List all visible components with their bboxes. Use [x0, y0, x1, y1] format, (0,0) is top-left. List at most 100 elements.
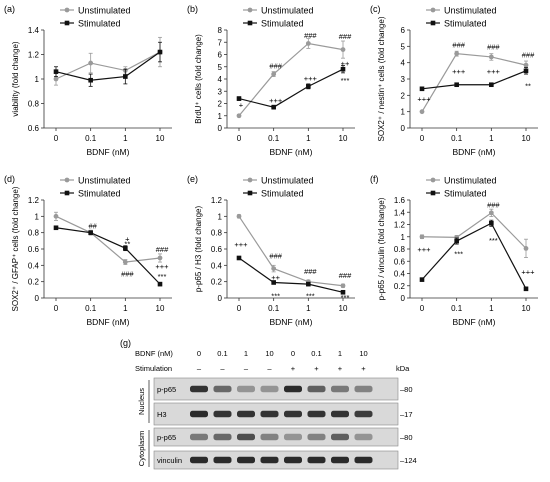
significance-mark: ###	[522, 51, 535, 60]
x-tick-label: 0	[54, 134, 59, 143]
data-point	[53, 225, 59, 231]
y-tick-label: 0	[218, 294, 223, 303]
blot-band	[354, 385, 373, 393]
x-tick-label: 10	[339, 304, 348, 313]
fraction-label: Cytoplasm	[137, 431, 146, 466]
y-axis-label: p-p65 / vinculin (fold change)	[377, 197, 386, 300]
data-point	[53, 76, 59, 82]
y-tick-label: 1.2	[394, 221, 406, 230]
series-stimulated	[53, 41, 163, 87]
significance-mark: ##	[88, 221, 97, 230]
chart-panel-f: (f) 0 0.2 0.4 0.6 0.8 1 1.2 1.4 1.6 0 0.1 1 10 BDNF (n…	[370, 174, 538, 327]
legend-swatch-marker	[430, 177, 436, 183]
data-point	[523, 245, 529, 251]
significance-mark: **	[124, 239, 130, 248]
y-tick-label: 2	[218, 100, 223, 109]
blot-kda-marker: –80	[400, 433, 413, 442]
y-tick-label: 3	[401, 75, 406, 84]
bdnf-lane-value: 0.1	[217, 349, 227, 358]
data-point	[419, 234, 425, 240]
data-point	[53, 69, 59, 74]
x-tick-label: 0.1	[451, 134, 463, 143]
legend-label: Stimulated	[261, 19, 304, 29]
stimulation-lane-value: +	[361, 364, 366, 373]
significance-mark: +++	[155, 262, 169, 271]
y-tick-label: 0.4	[394, 270, 406, 279]
y-tick-label: 1.2	[28, 196, 40, 205]
blot-band	[260, 456, 279, 464]
x-tick-label: 1	[306, 304, 311, 313]
western-blot: (g) BDNF (nM) 0 0.1 1 10 0 0.1 1 10 Stimulation – – –…	[120, 338, 417, 470]
x-tick-label: 10	[522, 304, 531, 313]
data-point	[157, 255, 163, 261]
blot-band	[237, 385, 255, 393]
legend-swatch-marker	[247, 7, 253, 13]
y-tick-label: 1	[35, 75, 40, 84]
significance-mark: ***	[306, 292, 315, 301]
stimulation-lane-value: +	[291, 364, 296, 373]
blot-row-label: vinculin	[157, 456, 182, 465]
significance-mark: ###	[339, 271, 352, 280]
y-tick-label: 2	[401, 91, 406, 100]
series-line	[421, 222, 527, 290]
blot-band	[260, 385, 279, 393]
blot-band	[190, 433, 208, 441]
blot-band	[213, 433, 232, 441]
data-point	[271, 280, 276, 285]
y-tick-label: 1	[401, 233, 406, 242]
blot-band	[354, 433, 373, 441]
significance-mark: ###	[452, 41, 465, 50]
blot-band	[307, 433, 326, 441]
significance-mark: ###	[269, 62, 282, 71]
x-tick-label: 0	[420, 134, 425, 143]
y-tick-label: 1.4	[28, 26, 40, 35]
y-axis-label: SOX2⁺ / GFAP⁺ cells (fold change)	[11, 186, 20, 311]
y-tick-label: 0.2	[211, 278, 223, 287]
significance-mark: ###	[339, 32, 352, 41]
legend-label: Unstimulated	[444, 176, 497, 186]
blot-band	[284, 456, 302, 464]
legend-swatch-marker	[64, 177, 70, 183]
blot-kda-marker: –124	[400, 456, 417, 465]
y-tick-label: 3	[218, 87, 223, 96]
blot-band	[190, 456, 208, 464]
data-point	[236, 213, 242, 219]
chart-panel-b: (b) 0 1 2 3 4 5 6 7 8 0 0.1 1 10 BDNF (nM) BrdU⁺ cells …	[187, 4, 355, 157]
y-tick-label: 0.8	[211, 229, 223, 238]
blot-band	[354, 410, 373, 418]
data-point	[488, 210, 494, 216]
blot-band	[354, 456, 373, 464]
significance-mark: +++	[234, 240, 248, 249]
series-line	[238, 257, 344, 293]
bdnf-lane-value: 0	[291, 349, 295, 358]
data-point	[305, 41, 311, 46]
data-point	[523, 286, 529, 292]
series-line	[238, 216, 344, 287]
data-point	[489, 220, 494, 226]
data-point	[271, 104, 276, 110]
y-axis-label: viability (fold change)	[11, 41, 20, 116]
legend-label: Unstimulated	[261, 6, 314, 16]
x-tick-label: 0.1	[85, 134, 97, 143]
data-point	[523, 62, 529, 68]
chart-panel-c: (c) 0 1 2 3 4 5 6 0 0.1 1 10 BDNF (nM) SOX2⁺ / nestin…	[370, 4, 538, 157]
x-tick-label: 10	[156, 304, 165, 313]
blot-row-label: p-p65	[157, 433, 176, 442]
significance-mark: ###	[156, 245, 169, 254]
series-line	[421, 53, 527, 112]
stimulation-lane-value: +	[338, 364, 343, 373]
x-tick-label: 0	[420, 304, 425, 313]
series-stimulated	[419, 67, 529, 92]
data-point	[123, 74, 128, 79]
legend-swatch-marker	[64, 190, 70, 196]
data-point	[454, 51, 460, 57]
legend-label: Stimulated	[261, 189, 304, 199]
blot-band	[237, 456, 255, 464]
bdnf-label: BDNF (nM)	[135, 349, 173, 358]
significance-mark: **	[525, 82, 531, 91]
blot-band	[190, 410, 208, 418]
blot-row: p-p65 –80	[153, 377, 413, 401]
significance-mark: ***	[489, 236, 498, 245]
panel-label: (f)	[370, 174, 379, 184]
significance-mark: ***	[271, 292, 280, 301]
